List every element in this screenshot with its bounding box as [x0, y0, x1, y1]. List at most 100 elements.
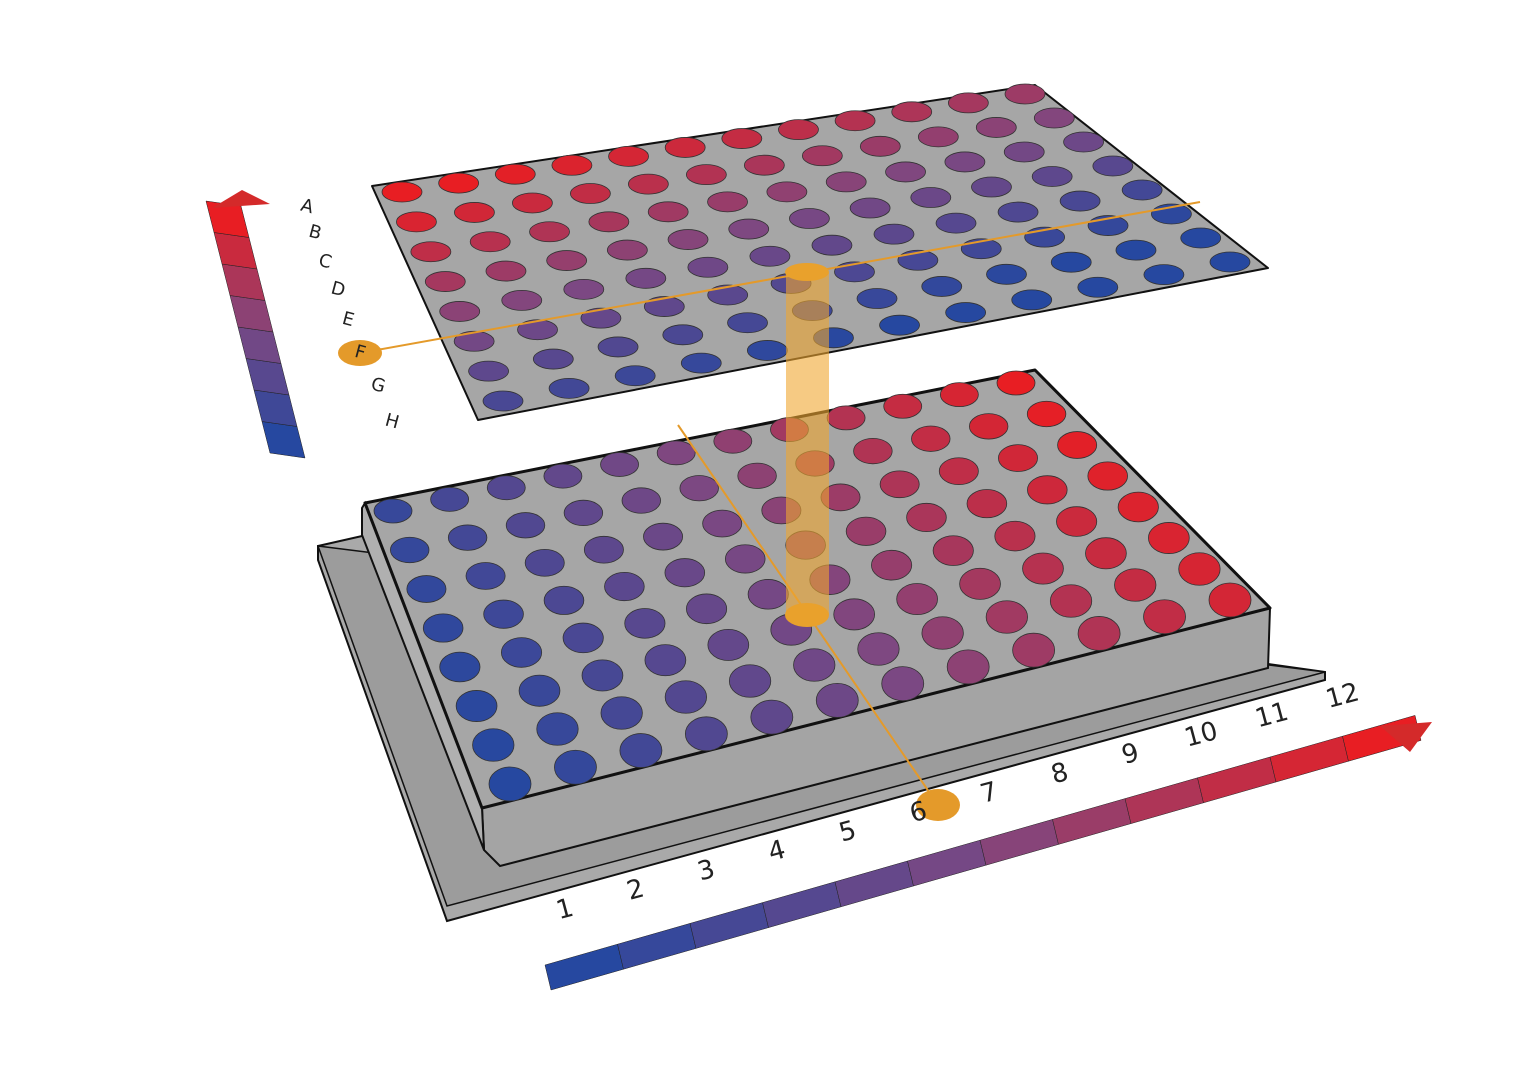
well [994, 520, 1036, 552]
well [1012, 632, 1056, 668]
well [643, 296, 685, 317]
highlight-bottom [785, 603, 829, 627]
well [853, 437, 893, 465]
well [396, 211, 437, 233]
column-label: 11 [1252, 697, 1292, 735]
well [524, 548, 565, 577]
well [1056, 506, 1098, 537]
well [664, 680, 707, 714]
row-label: H [383, 410, 402, 434]
row-label: B [306, 221, 323, 244]
well [685, 164, 727, 186]
row-label: G [369, 374, 388, 398]
well [750, 699, 794, 735]
well [624, 608, 666, 639]
well [833, 598, 876, 631]
well [600, 696, 643, 730]
well [1085, 537, 1127, 570]
well [647, 201, 689, 223]
well [707, 628, 750, 661]
well [1115, 239, 1157, 261]
well [606, 239, 648, 261]
well [644, 644, 687, 677]
row-scale-segment [229, 295, 274, 333]
well [883, 393, 923, 419]
column-label: 12 [1323, 677, 1363, 715]
well [856, 288, 898, 309]
well [746, 340, 788, 361]
well [891, 101, 933, 123]
column-label: 1 [553, 893, 577, 926]
well [424, 271, 466, 292]
well [985, 600, 1028, 634]
well [811, 234, 853, 256]
well [935, 212, 977, 234]
well [551, 154, 593, 176]
well [896, 583, 938, 616]
well [932, 535, 974, 566]
well [662, 324, 704, 346]
well [554, 749, 597, 785]
well [857, 632, 900, 666]
well [505, 512, 546, 539]
well [588, 211, 630, 233]
well [707, 191, 748, 213]
well [825, 171, 867, 193]
column-label: 4 [765, 835, 789, 868]
highlight-top [785, 263, 829, 281]
well [390, 536, 430, 564]
well [563, 499, 604, 527]
well [664, 558, 706, 588]
well [871, 549, 913, 581]
well [1178, 552, 1221, 586]
well [621, 487, 661, 514]
well [494, 163, 536, 185]
well [532, 348, 574, 370]
well [686, 593, 728, 625]
column-label: 7 [977, 776, 1001, 809]
row-scale-segment [221, 263, 266, 301]
column-label: 10 [1181, 716, 1221, 754]
well [667, 229, 709, 250]
well [517, 319, 558, 341]
well [921, 616, 964, 650]
well [873, 223, 915, 245]
well [562, 622, 604, 654]
well [627, 173, 669, 195]
well [997, 201, 1039, 223]
column-marker [916, 789, 960, 821]
well [1004, 83, 1046, 105]
well [447, 524, 488, 551]
well [1208, 582, 1252, 618]
row-scale-segment [253, 389, 298, 427]
well [879, 314, 920, 336]
well [766, 181, 808, 203]
well [563, 278, 605, 300]
well [975, 117, 1017, 138]
wells [373, 83, 1252, 802]
well [1063, 131, 1104, 153]
well [608, 145, 649, 167]
column-scale-segment [689, 902, 769, 949]
well [619, 733, 663, 768]
row-scale-segment [213, 232, 258, 270]
well [707, 284, 749, 306]
well [1027, 475, 1068, 505]
row-label: C [316, 250, 334, 274]
row-label: A [298, 195, 316, 219]
well [684, 716, 728, 752]
well [826, 405, 866, 431]
well [455, 690, 498, 722]
column-scale-segment [1269, 735, 1349, 783]
well [1057, 431, 1098, 459]
well [911, 425, 951, 452]
well [1143, 599, 1186, 635]
well [468, 360, 509, 382]
well [438, 172, 480, 194]
well [664, 137, 706, 158]
well [944, 151, 986, 173]
well [917, 126, 959, 148]
well [546, 250, 588, 271]
well [422, 613, 464, 643]
column-scale-segment [979, 819, 1059, 866]
